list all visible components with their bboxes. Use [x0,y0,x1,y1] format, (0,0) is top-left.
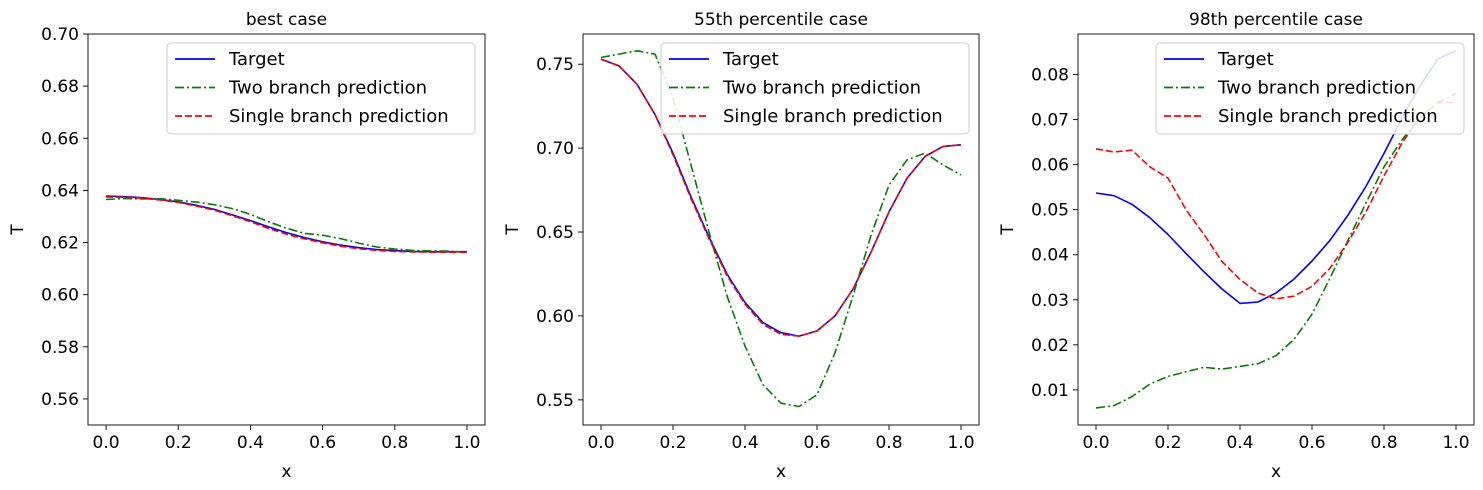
x-tick-label: 1.0 [453,433,480,453]
x-tick-label: 0.6 [309,433,336,453]
series-line-2 [1095,92,1457,409]
x-axis-label: x [1271,462,1281,482]
legend-label-3: Single branch prediction [229,106,449,127]
legend-label-1: Target [228,49,285,70]
y-axis-label: T [998,224,1018,236]
y-tick-label: 0.66 [41,129,79,149]
y-tick-label: 0.64 [41,181,79,201]
x-tick-label: 0.6 [803,433,830,453]
y-tick-label: 0.07 [1031,111,1069,131]
y-tick-label: 0.70 [41,25,79,45]
y-tick-label: 0.06 [1031,156,1069,176]
legend-label-1: Target [722,49,779,70]
legend-box [1155,42,1465,135]
legend-label-3: Single branch prediction [1218,106,1438,127]
x-tick-label: 1.0 [1442,433,1469,453]
x-tick-label: 0.4 [237,433,264,453]
y-tick-label: 0.08 [1031,66,1069,86]
y-tick-label: 0.60 [536,307,574,327]
series-line-2 [105,197,468,254]
y-tick-label: 0.68 [41,77,79,97]
y-axis-label: T [503,224,523,236]
x-tick-label: 0.2 [659,433,686,453]
legend: Target Two branch prediction Single branch… [660,42,970,135]
x-tick-label: 0.4 [1226,433,1253,453]
legend-label-2: Two branch prediction [228,78,427,99]
x-tick-label: 0.8 [381,433,408,453]
y-tick-label: 0.62 [41,234,79,254]
legend-box [660,42,970,135]
series-line-3 [1095,101,1456,300]
y-tick-label: 0.70 [536,139,574,159]
y-tick-label: 0.65 [536,223,574,243]
y-tick-label: 0.60 [41,286,79,306]
x-tick-label: 0.6 [1298,433,1325,453]
x-axis-label: x [281,462,291,482]
series-line-1 [105,195,467,253]
x-tick-label: 0.0 [93,433,120,453]
chart-title: 55th percentile case [694,10,868,30]
x-axis-label: x [776,462,786,482]
axes-frame [87,33,486,426]
y-axis-label: T [8,224,28,236]
subplot-3: 98th percentile case 0.0 0.2 0.4 0.6 0.8 1.0 0.… [998,10,1475,482]
chart-title: best case [246,10,327,30]
legend: Target Two branch prediction Single branch… [1155,42,1465,135]
series-line-3 [105,196,467,253]
legend-box [166,42,476,135]
chart-title: 98th percentile case [1189,10,1363,30]
axes-frame [582,33,980,426]
y-tick-label: 0.02 [1031,336,1069,356]
y-tick-label: 0.56 [41,390,79,410]
x-tick-label: 0.8 [875,433,902,453]
x-tick-label: 0.0 [587,433,614,453]
y-tick-label: 0.58 [41,338,79,358]
y-tick-label: 0.01 [1031,381,1069,401]
y-tick-label: 0.05 [1031,201,1069,221]
legend-label-2: Two branch prediction [1217,78,1416,99]
y-tick-label: 0.55 [536,391,574,411]
x-tick-label: 0.0 [1082,433,1109,453]
subplot-2: 55th percentile case 0.0 0.2 0.4 0.6 0.8 1.0 0.… [503,10,980,482]
y-tick-label: 0.03 [1031,291,1069,311]
y-tick-label: 0.75 [536,55,574,75]
y-tick-label: 0.04 [1031,246,1069,266]
x-tick-label: 0.4 [731,433,758,453]
x-tick-label: 1.0 [947,433,974,453]
legend-label-3: Single branch prediction [723,106,943,127]
x-tick-label: 0.2 [1154,433,1181,453]
legend: Target Two branch prediction Single branch… [166,42,476,135]
x-tick-label: 0.2 [165,433,192,453]
x-tick-label: 0.8 [1370,433,1397,453]
legend-label-2: Two branch prediction [722,78,921,99]
series-group [105,195,468,254]
legend-label-1: Target [1217,49,1274,70]
axes-frame [1077,33,1475,426]
subplot-1: best case 0.0 0.2 0.4 0.6 0.8 1.0 0.56 0.58 0.60 0… [8,10,486,482]
